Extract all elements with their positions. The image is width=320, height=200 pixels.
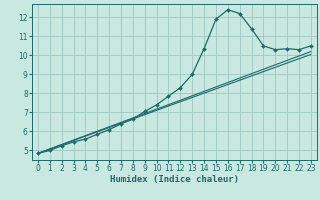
X-axis label: Humidex (Indice chaleur): Humidex (Indice chaleur) bbox=[110, 175, 239, 184]
